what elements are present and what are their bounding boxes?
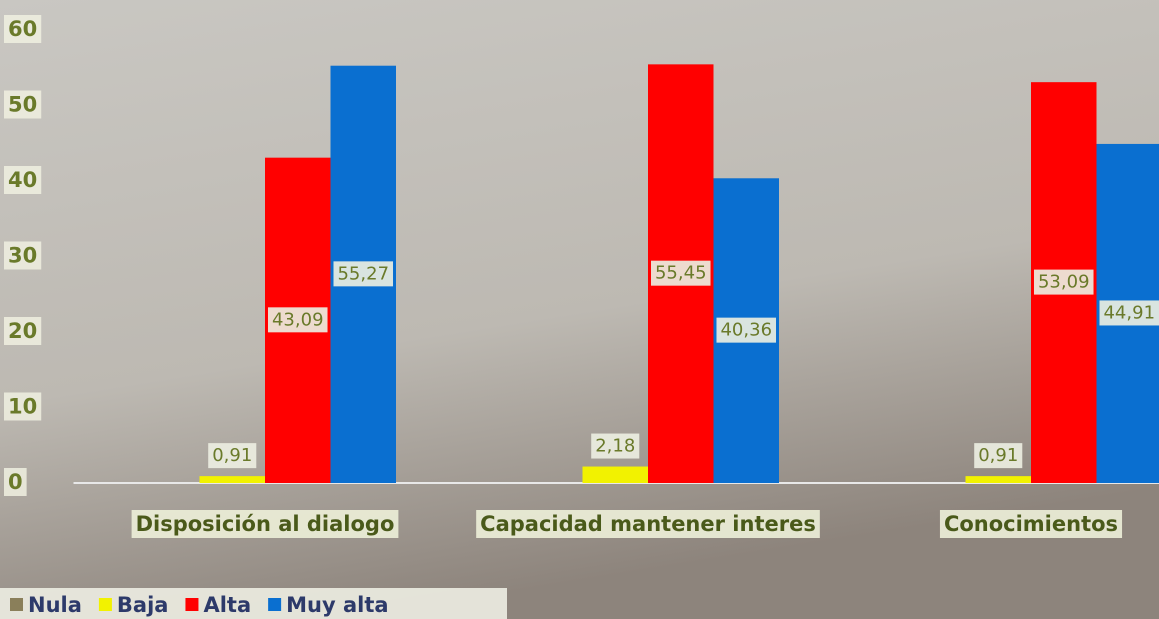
legend-label: Baja xyxy=(117,593,169,617)
bar xyxy=(200,476,266,483)
legend-swatch xyxy=(185,598,198,611)
x-tick-label: Conocimientos xyxy=(944,512,1118,536)
x-tick-label: Disposición al dialogo xyxy=(136,512,395,536)
bar xyxy=(583,467,649,483)
y-tick-label: 20 xyxy=(8,319,37,343)
value-label: 43,09 xyxy=(272,309,324,330)
value-label: 0,91 xyxy=(978,445,1018,466)
value-label: 55,27 xyxy=(337,263,389,284)
y-tick-label: 50 xyxy=(8,93,37,117)
value-label: 55,45 xyxy=(655,263,707,284)
value-label: 2,18 xyxy=(595,436,635,457)
value-label: 44,91 xyxy=(1103,302,1155,323)
y-tick-label: 60 xyxy=(8,17,37,41)
legend-swatch xyxy=(99,598,112,611)
y-tick-label: 10 xyxy=(8,395,37,419)
y-tick-label: 30 xyxy=(8,244,37,268)
value-label: 0,91 xyxy=(212,445,252,466)
x-tick-label: Capacidad mantener interes xyxy=(480,512,816,536)
legend-label: Alta xyxy=(203,593,251,617)
y-tick-label: 0 xyxy=(8,470,23,494)
value-label: 40,36 xyxy=(720,320,772,341)
value-label: 53,09 xyxy=(1038,272,1090,293)
bar xyxy=(966,476,1032,483)
chart: 0 10 20 30 40 50 60 0,91 43,09 55,27 Disposición a… xyxy=(0,0,1159,619)
legend-swatch xyxy=(10,598,23,611)
legend-label: Nula xyxy=(28,593,82,617)
legend-label: Muy alta xyxy=(286,593,388,617)
y-tick-label: 40 xyxy=(8,168,37,192)
legend-swatch xyxy=(268,598,281,611)
